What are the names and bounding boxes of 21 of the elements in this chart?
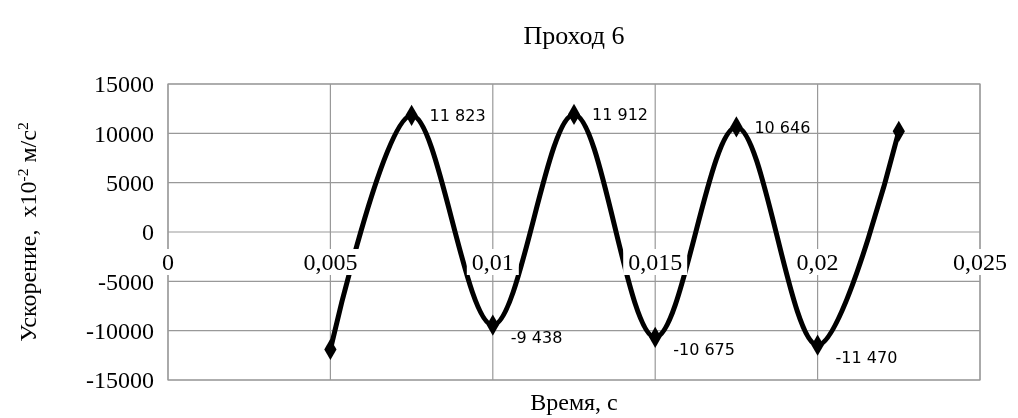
chart-title: Проход 6 xyxy=(523,21,625,50)
y-tick-label: -15000 xyxy=(86,367,154,394)
y-tick-label: -5000 xyxy=(98,268,154,295)
y-tick-label: -10000 xyxy=(86,318,154,345)
data-label: 11 912 xyxy=(592,105,648,125)
x-tick-label: 0,02 xyxy=(796,249,839,276)
x-tick-label: 0,015 xyxy=(628,249,683,276)
x-axis-title: Время, с xyxy=(530,389,618,415)
y-tick-label: 0 xyxy=(142,219,154,246)
data-label: -10 675 xyxy=(673,339,735,359)
data-label: -11 470 xyxy=(835,347,898,367)
x-tick-label: 0,025 xyxy=(953,249,1007,276)
y-tick-label: 15000 xyxy=(94,71,154,98)
y-tick-label: 10000 xyxy=(94,120,154,147)
x-tick-label: 0 xyxy=(162,249,174,276)
y-tick-label: 5000 xyxy=(106,170,154,197)
data-label: -9 438 xyxy=(510,327,563,347)
x-tick-label: 0,005 xyxy=(303,249,358,276)
x-tick-label: 0,01 xyxy=(471,249,514,276)
data-label: 11 823 xyxy=(429,105,486,125)
data-label: 10 646 xyxy=(754,117,811,137)
